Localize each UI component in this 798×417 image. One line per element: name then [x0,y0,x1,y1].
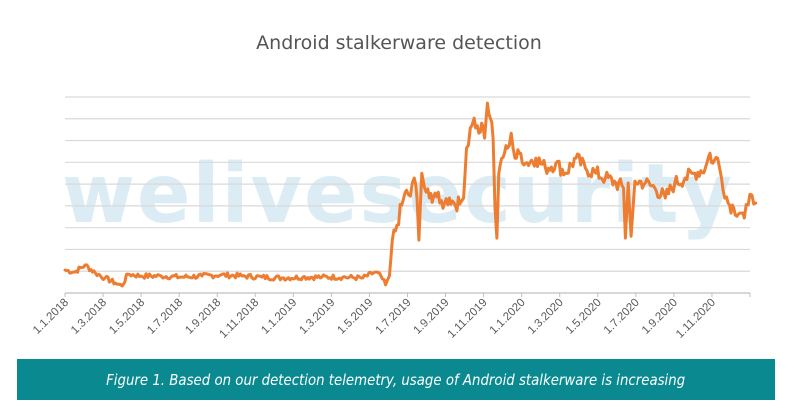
chart-title: Android stalkerware detection [256,32,542,54]
x-tick-label: 1.1.2019 [259,297,299,337]
figure-caption-bar: Figure 1. Based on our detection telemet… [17,359,775,400]
x-tick-label: 1.5.2018 [107,297,147,337]
x-tick-label: 1.5.2020 [564,297,604,337]
x-tick-label: 1.7.2020 [602,297,642,337]
x-tick-label: 1.11.2020 [674,297,718,341]
series-line [63,101,758,288]
figure-caption: Figure 1. Based on our detection telemet… [106,370,686,389]
x-tick-label: 1.3.2020 [526,297,566,337]
x-tick-label: 1.11.2018 [217,297,261,341]
x-tick-label: 1.7.2018 [145,297,185,337]
x-axis: 1.1.20181.3.20181.5.20181.7.20181.9.2018… [31,292,751,341]
x-tick-label: 1.11.2019 [446,297,490,341]
x-tick-label: 1.7.2019 [373,297,413,337]
x-tick-label: 1.9.2019 [412,297,452,337]
chart-plot: welivesecurity 1.1.20181.3.20181.5.20181… [31,96,758,341]
x-tick-label: 1.9.2018 [183,297,223,337]
gridlines [65,96,750,272]
x-tick-label: 1.9.2020 [640,297,680,337]
x-tick-label: 1.1.2020 [488,297,528,337]
x-tick-label: 1.3.2019 [297,297,337,337]
x-tick-label: 1.5.2019 [335,297,375,337]
x-tick-label: 1.1.2018 [31,297,71,337]
series-path [63,101,758,288]
x-tick-label: 1.3.2018 [69,297,109,337]
